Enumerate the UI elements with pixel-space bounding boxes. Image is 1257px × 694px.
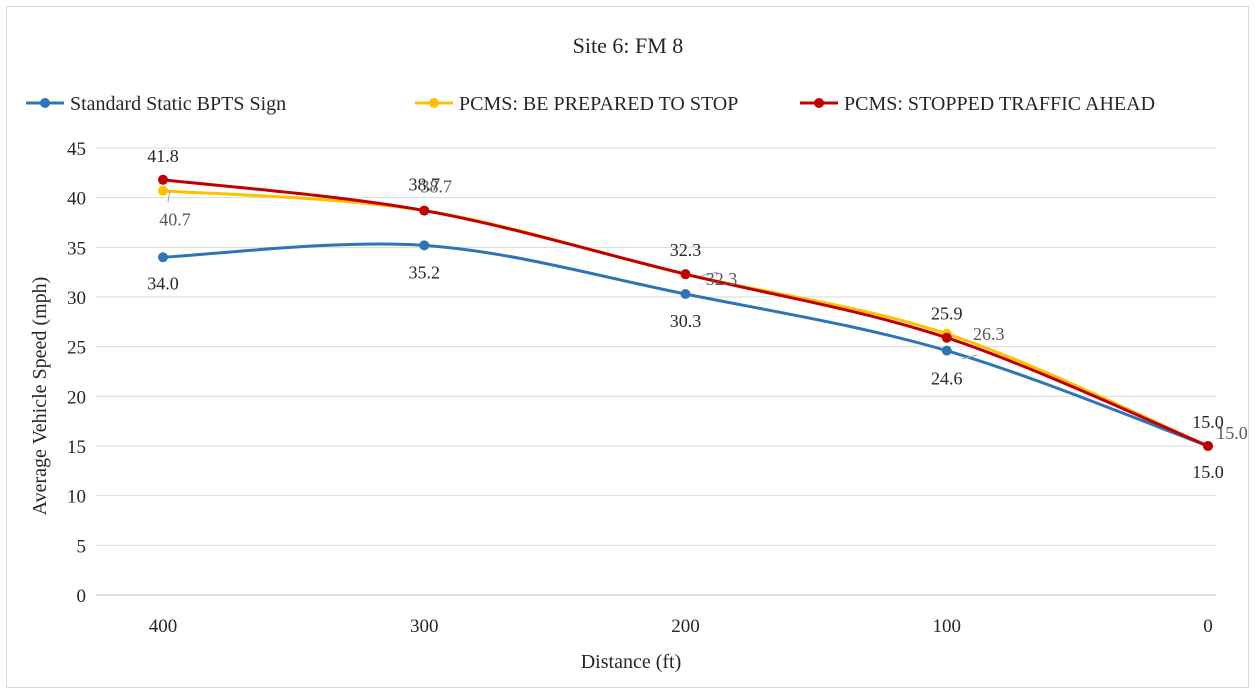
- data-point: [158, 185, 168, 196]
- chart-title: Site 6: FM 8: [573, 33, 684, 58]
- data-point: [680, 269, 691, 280]
- y-tick-label: 0: [77, 586, 87, 607]
- legend-marker: [814, 98, 824, 108]
- data-point: [419, 240, 430, 251]
- data-labels: 34.0 35.2 30.3 24.6 15.0 40.7 38.7 32.3 26.3 15.0…: [147, 146, 1248, 482]
- data-point: [680, 289, 691, 300]
- legend: Standard Static BPTS Sign PCMS: BE PREPAR…: [26, 93, 1155, 115]
- series-group: [158, 174, 1213, 451]
- data-label: 32.3: [670, 240, 702, 260]
- y-tick-label: 30: [67, 288, 86, 309]
- legend-item: Standard Static BPTS Sign: [26, 93, 286, 115]
- x-tick-label: 300: [410, 616, 439, 637]
- data-point: [941, 332, 952, 343]
- x-axis-title: Distance (ft): [581, 651, 682, 673]
- data-label: 34.0: [147, 273, 179, 293]
- legend-item: PCMS: STOPPED TRAFFIC AHEAD: [800, 93, 1155, 115]
- y-tick-label: 15: [67, 437, 86, 458]
- y-tick-label: 25: [67, 338, 86, 359]
- x-tick-label: 0: [1203, 616, 1213, 637]
- legend-label: PCMS: STOPPED TRAFFIC AHEAD: [844, 93, 1155, 115]
- data-point: [419, 205, 430, 216]
- y-axis-ticks: 0 5 10 15 20 25 30 35 40 45: [67, 139, 86, 607]
- data-label: 41.8: [147, 146, 179, 166]
- data-label: 15.0: [1216, 423, 1248, 443]
- legend-label: PCMS: BE PREPARED TO STOP: [459, 93, 738, 115]
- y-axis-title: Average Vehicle Speed (mph): [29, 277, 51, 516]
- y-tick-label: 45: [67, 139, 86, 160]
- data-point: [941, 345, 952, 356]
- series-3: [158, 174, 1213, 451]
- y-tick-label: 10: [67, 487, 86, 508]
- data-label: 40.7: [159, 210, 191, 230]
- gridlines: [96, 147, 1216, 596]
- data-label: 32.3: [706, 269, 738, 289]
- data-point: [1203, 441, 1213, 451]
- data-label: 26.3: [973, 324, 1005, 344]
- y-tick-label: 40: [67, 189, 86, 210]
- data-label: 15.0: [1192, 462, 1224, 482]
- data-label: 25.9: [931, 304, 963, 324]
- leader-line: [961, 354, 978, 360]
- legend-marker: [429, 98, 439, 108]
- x-tick-label: 200: [671, 616, 700, 637]
- legend-label: Standard Static BPTS Sign: [70, 93, 286, 115]
- y-tick-label: 35: [67, 238, 86, 259]
- leader-lines: [167, 189, 978, 360]
- data-label: 24.6: [931, 369, 963, 389]
- data-label: 15.0: [1192, 412, 1224, 432]
- leader-line: [700, 271, 719, 277]
- leader-line: [167, 189, 171, 203]
- y-tick-label: 5: [77, 536, 87, 557]
- data-label: 38.7: [409, 175, 441, 195]
- legend-item: PCMS: BE PREPARED TO STOP: [415, 93, 738, 115]
- y-tick-label: 20: [67, 387, 86, 408]
- x-tick-label: 100: [933, 616, 962, 637]
- data-point: [158, 252, 168, 263]
- x-tick-label: 400: [149, 616, 178, 637]
- data-label: 30.3: [670, 311, 702, 331]
- data-point: [158, 174, 168, 185]
- legend-marker: [40, 98, 50, 108]
- data-label: 38.7: [421, 177, 453, 197]
- data-label: 35.2: [409, 262, 441, 282]
- x-axis-ticks: 400 300 200 100 0: [149, 616, 1213, 637]
